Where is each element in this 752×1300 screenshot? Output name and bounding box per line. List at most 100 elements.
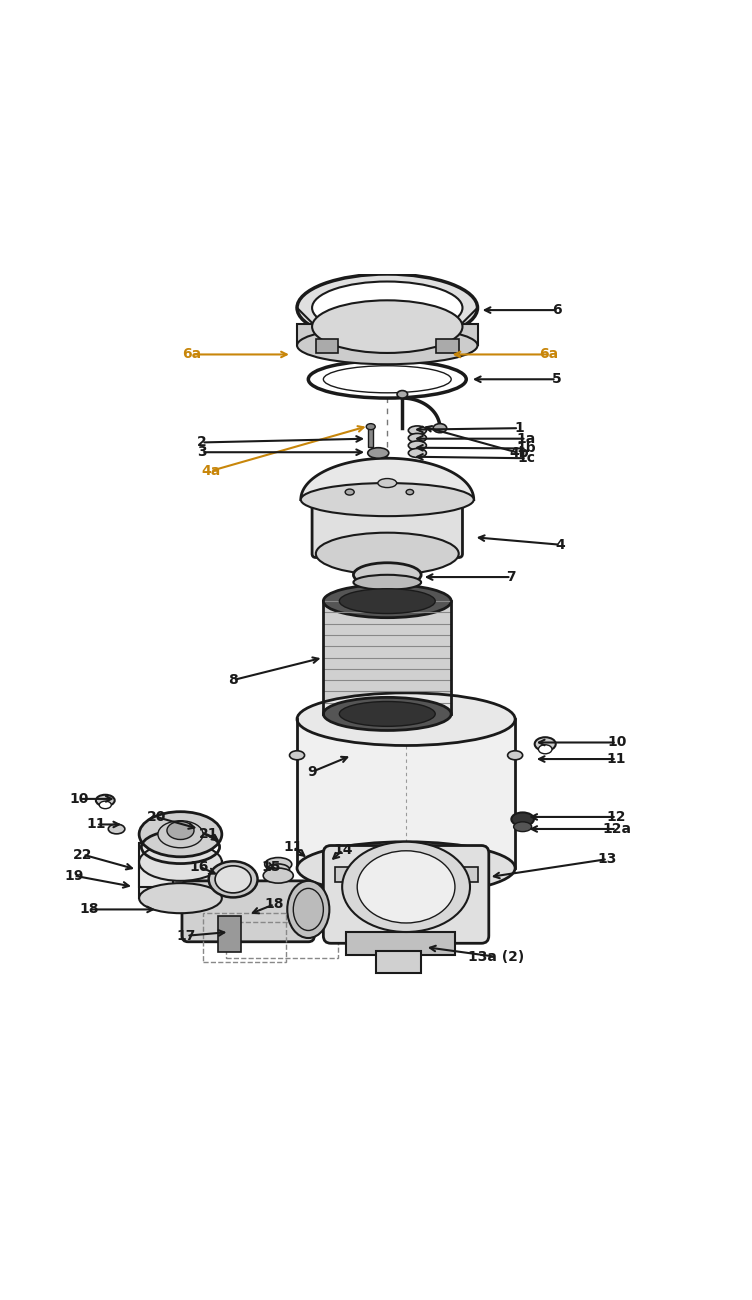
Ellipse shape	[508, 751, 523, 759]
Ellipse shape	[96, 794, 115, 806]
Text: 4b: 4b	[509, 446, 529, 460]
Text: 1c: 1c	[517, 451, 535, 465]
Ellipse shape	[301, 484, 474, 516]
Ellipse shape	[408, 433, 426, 442]
Text: 13a (2): 13a (2)	[468, 950, 524, 963]
Ellipse shape	[366, 424, 375, 430]
Bar	[368, 428, 373, 447]
Ellipse shape	[167, 822, 194, 840]
Ellipse shape	[293, 888, 323, 931]
Bar	[335, 867, 357, 881]
FancyBboxPatch shape	[312, 495, 462, 558]
Text: 10: 10	[607, 736, 626, 750]
Ellipse shape	[408, 448, 426, 458]
Ellipse shape	[357, 850, 455, 923]
Ellipse shape	[158, 820, 203, 848]
Text: 2: 2	[197, 436, 206, 450]
Text: 21: 21	[199, 827, 219, 841]
Ellipse shape	[263, 868, 293, 883]
Ellipse shape	[139, 883, 222, 913]
Text: 9: 9	[308, 764, 317, 779]
Ellipse shape	[290, 751, 305, 759]
Ellipse shape	[353, 575, 421, 590]
Ellipse shape	[312, 282, 462, 334]
Ellipse shape	[345, 489, 354, 495]
Ellipse shape	[339, 702, 435, 727]
Ellipse shape	[108, 824, 125, 833]
Text: 15: 15	[261, 859, 280, 874]
Bar	[316, 339, 338, 354]
Bar	[346, 932, 455, 954]
Ellipse shape	[297, 693, 515, 745]
Ellipse shape	[99, 801, 111, 809]
Ellipse shape	[511, 812, 534, 826]
Ellipse shape	[323, 585, 451, 618]
Text: 22: 22	[73, 848, 92, 862]
Text: 20: 20	[147, 810, 166, 824]
Ellipse shape	[406, 489, 414, 495]
Bar	[297, 719, 515, 868]
Text: 19: 19	[64, 868, 83, 883]
Bar	[139, 861, 222, 898]
Text: 11: 11	[86, 818, 106, 832]
Ellipse shape	[323, 697, 451, 731]
Ellipse shape	[323, 365, 451, 393]
Text: 6: 6	[552, 303, 561, 317]
Text: 14: 14	[333, 842, 353, 857]
Ellipse shape	[297, 842, 515, 894]
Ellipse shape	[297, 326, 478, 364]
Bar	[395, 867, 417, 881]
Text: 13: 13	[598, 852, 617, 866]
Ellipse shape	[297, 274, 478, 342]
Text: 5: 5	[552, 372, 561, 386]
Ellipse shape	[514, 822, 532, 832]
Text: 18: 18	[265, 897, 284, 911]
Ellipse shape	[312, 300, 462, 354]
Text: 8: 8	[229, 673, 238, 688]
Bar	[436, 339, 459, 354]
Ellipse shape	[397, 390, 408, 398]
Ellipse shape	[433, 424, 447, 433]
Text: 6a: 6a	[182, 347, 202, 361]
Text: 17: 17	[177, 928, 196, 942]
Text: 11: 11	[607, 751, 626, 766]
Ellipse shape	[368, 447, 389, 458]
Ellipse shape	[267, 864, 290, 875]
Text: 16: 16	[190, 859, 209, 874]
Ellipse shape	[378, 478, 397, 488]
Text: 6a: 6a	[539, 347, 559, 361]
Ellipse shape	[139, 844, 222, 881]
Text: 10: 10	[69, 792, 89, 806]
Text: 3: 3	[197, 445, 206, 459]
Text: 4a: 4a	[201, 464, 220, 478]
Text: 18: 18	[79, 902, 99, 916]
FancyBboxPatch shape	[182, 881, 314, 941]
FancyBboxPatch shape	[323, 845, 489, 944]
Bar	[297, 325, 478, 346]
Ellipse shape	[265, 858, 292, 871]
Text: 4: 4	[556, 538, 565, 551]
Ellipse shape	[287, 881, 329, 939]
Text: 1: 1	[514, 421, 523, 436]
Bar	[323, 601, 451, 714]
Ellipse shape	[316, 533, 459, 575]
Bar	[203, 913, 286, 962]
Text: 12: 12	[607, 810, 626, 824]
Bar	[226, 922, 338, 958]
Ellipse shape	[139, 811, 222, 857]
Bar	[455, 867, 478, 881]
Bar	[218, 916, 241, 953]
Text: 1a: 1a	[517, 432, 536, 446]
Ellipse shape	[538, 745, 552, 754]
Text: 12a: 12a	[602, 822, 631, 836]
Ellipse shape	[408, 441, 426, 450]
Text: 7: 7	[507, 571, 516, 584]
Ellipse shape	[535, 737, 556, 751]
Text: 11: 11	[284, 840, 303, 854]
Ellipse shape	[339, 589, 435, 614]
Polygon shape	[301, 459, 474, 499]
Ellipse shape	[353, 563, 421, 586]
Ellipse shape	[209, 862, 258, 897]
Text: 1b: 1b	[517, 442, 536, 455]
Bar	[139, 844, 173, 887]
